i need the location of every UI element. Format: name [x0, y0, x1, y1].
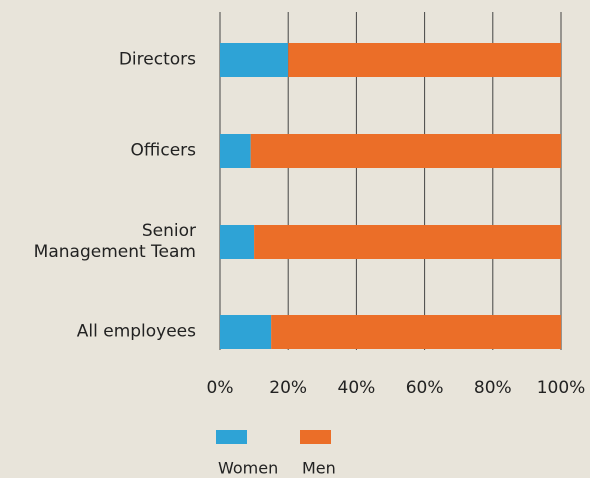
x-tick-label: 100%: [537, 378, 586, 398]
x-tick-label: 0%: [207, 378, 234, 398]
y-tick-label: Senior Management Team: [33, 221, 196, 262]
bar-segment: [220, 43, 289, 77]
bar-segment: [288, 43, 561, 77]
x-tick-label: 80%: [474, 378, 512, 398]
bar-segment: [271, 315, 561, 349]
legend-swatch: [216, 430, 247, 444]
x-tick-label: 40%: [338, 378, 376, 398]
bar-segment: [250, 134, 561, 168]
x-tick-label: 20%: [269, 378, 307, 398]
bar-segment: [254, 225, 561, 259]
legend-swatch: [300, 430, 331, 444]
y-tick-label: All employees: [76, 321, 196, 342]
bar-segment: [220, 315, 272, 349]
legend-label: Women: [218, 459, 278, 478]
bar-segment: [220, 134, 251, 168]
bar-segment: [220, 225, 255, 259]
x-tick-label: 60%: [406, 378, 444, 398]
y-tick-label: Directors: [118, 49, 196, 70]
y-tick-label: Officers: [130, 140, 196, 161]
legend-label: Men: [302, 459, 336, 478]
